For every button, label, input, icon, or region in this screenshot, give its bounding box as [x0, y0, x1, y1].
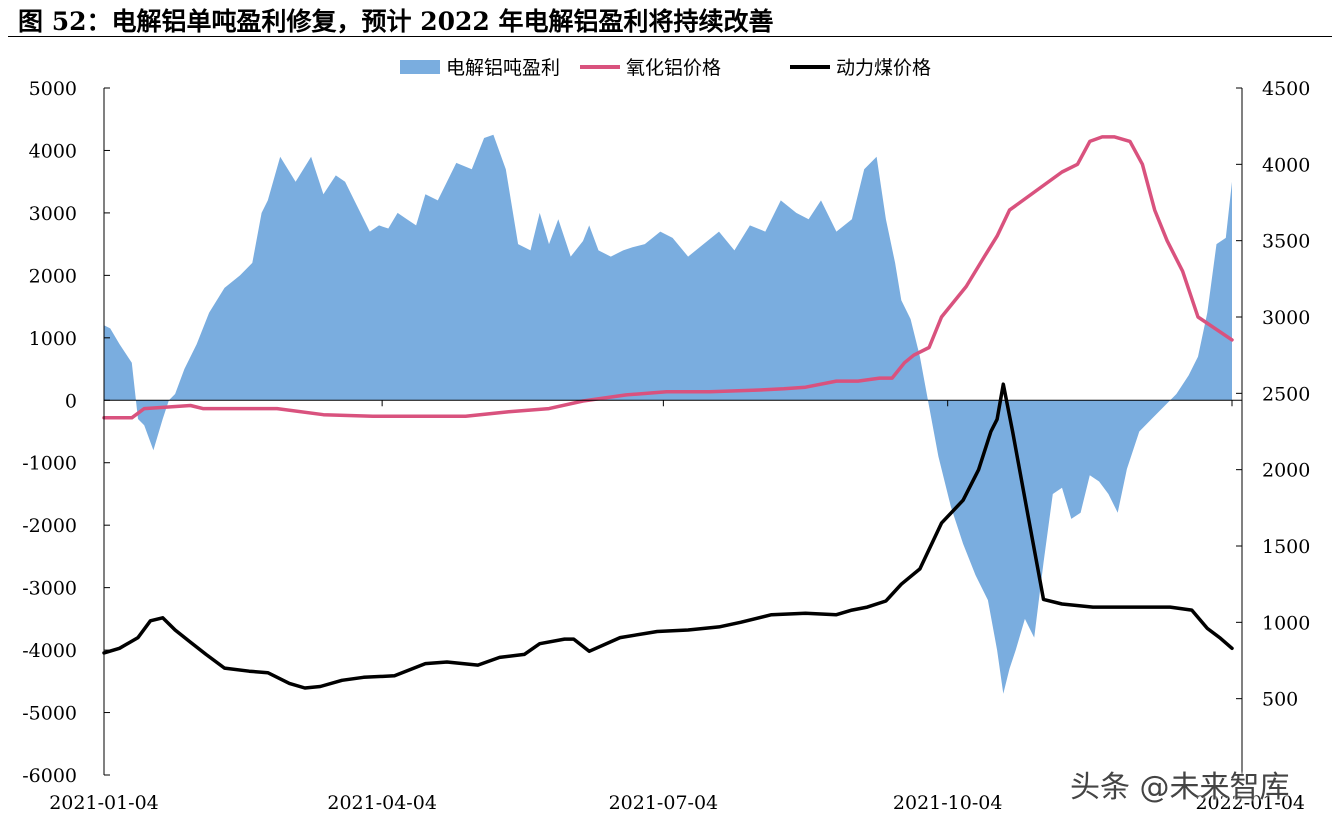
left-tick-label: -2000	[22, 515, 77, 537]
watermark: 头条 @未来智库	[1070, 770, 1290, 805]
left-tick-label: -1000	[22, 453, 77, 475]
series-area-profit	[104, 134, 1232, 694]
series-line-coal	[102, 382, 1234, 690]
right-tick-label: 3000	[1262, 307, 1310, 329]
right-tick-label: 500	[1262, 689, 1298, 711]
left-tick-label: 3000	[29, 203, 77, 225]
line-layer	[102, 135, 1234, 690]
left-tick-label: 0	[65, 390, 77, 412]
legend-label: 氧化铝价格	[626, 57, 721, 79]
left-tick-label: -5000	[22, 703, 77, 725]
right-tick-label: 3500	[1262, 231, 1310, 253]
left-tick-label: -4000	[22, 640, 77, 662]
right-tick-label: 2000	[1262, 460, 1310, 482]
x-tick-label: 2022-01-04	[1195, 792, 1305, 814]
x-tick-label: 2021-10-04	[893, 792, 1003, 814]
legend-label: 动力煤价格	[836, 57, 931, 79]
left-tick-label: -6000	[22, 765, 77, 787]
legend: 电解铝吨盈利 氧化铝价格 动力煤价格	[400, 57, 931, 79]
axes-layer: 5000 4000 3000 2000 1000 0 -1000 -2000 -3000 -400…	[22, 78, 1310, 814]
title-rule	[8, 36, 1332, 37]
figure-title: 图 52：电解铝单吨盈利修复，预计 2022 年电解铝盈利将持续改善	[18, 7, 774, 36]
x-tick-label: 2021-04-04	[327, 792, 437, 814]
right-tick-label: 1000	[1262, 612, 1310, 634]
left-tick-label: 2000	[29, 265, 77, 287]
left-tick-label: 5000	[29, 78, 77, 100]
left-tick-label: 4000	[29, 140, 77, 162]
left-tick-label: 1000	[29, 328, 77, 350]
right-tick-label: 4000	[1262, 154, 1310, 176]
left-tick-label: -3000	[22, 578, 77, 600]
legend-swatch-profit	[400, 60, 440, 74]
x-tick-label: 2021-01-04	[49, 792, 159, 814]
right-tick-label: 2500	[1262, 383, 1310, 405]
x-tick-label: 2021-07-04	[609, 792, 719, 814]
legend-label: 电解铝吨盈利	[446, 57, 560, 79]
profit-area-layer	[104, 134, 1232, 694]
right-tick-label: 1500	[1262, 536, 1310, 558]
series-line-alumina	[102, 135, 1234, 420]
right-tick-label: 4500	[1262, 78, 1310, 100]
